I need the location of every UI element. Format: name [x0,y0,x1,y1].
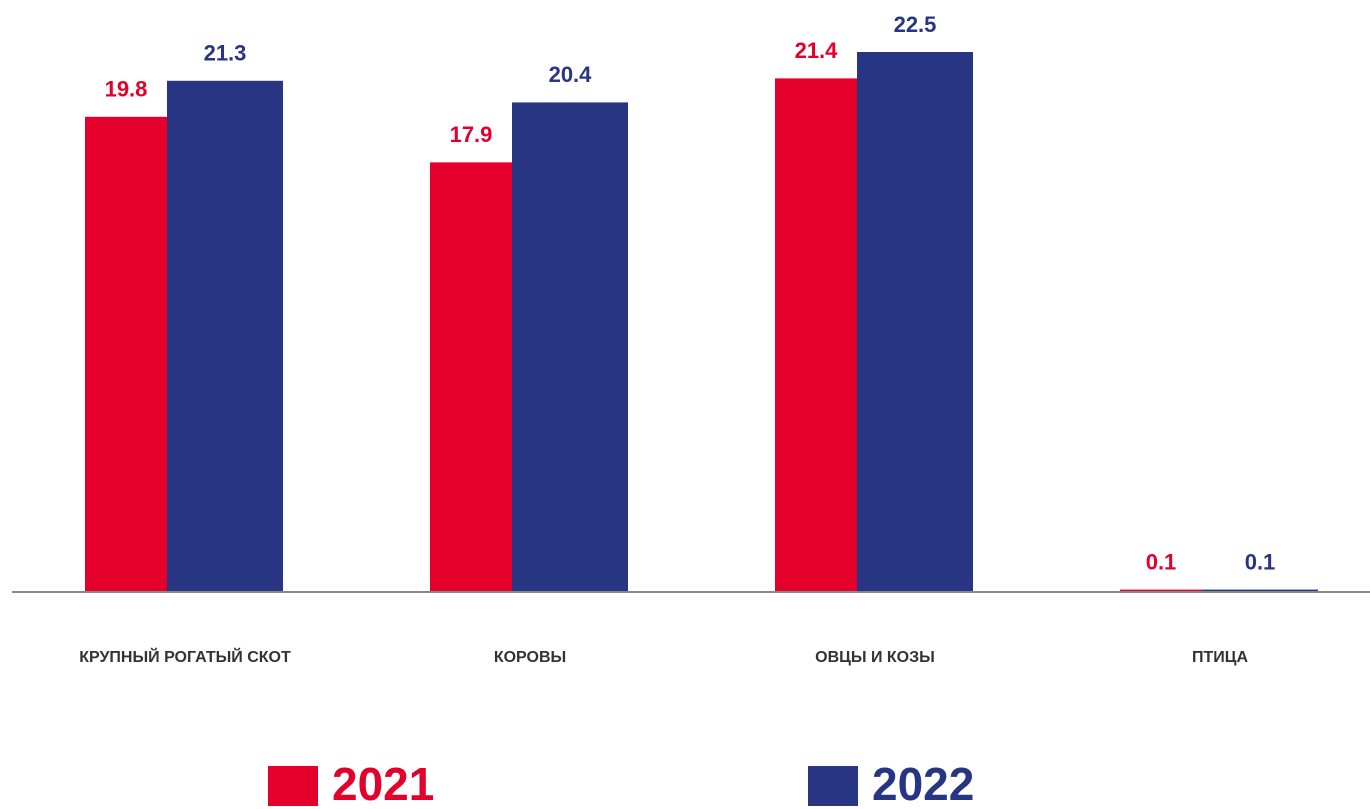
legend-label: 2021 [332,758,434,809]
bar [512,102,628,593]
x-tick-label: КРУПНЫЙ РОГАТЫЙ СКОТ [79,647,291,666]
bar [857,52,973,592]
data-label: 21.4 [795,38,839,63]
x-tick-label: ПТИЦА [1192,649,1248,666]
data-label: 21.3 [204,41,247,66]
data-label: 17.9 [450,122,493,147]
bar [430,162,512,592]
bar [775,78,857,592]
bar [167,80,283,593]
x-tick-label: КОРОВЫ [494,649,566,666]
x-tick-label: ОВЦЫ И КОЗЫ [815,649,935,666]
data-label: 19.8 [105,77,148,102]
bar [1120,589,1202,592]
data-label: 20.4 [549,62,593,87]
legend-swatch [268,766,318,806]
legend-swatch [808,766,858,806]
bar [1202,589,1318,592]
data-label: 22.5 [894,12,937,37]
legend-label: 2022 [872,758,974,809]
data-label: 0.1 [1146,549,1177,574]
bar [85,116,167,593]
data-label: 0.1 [1245,549,1276,574]
